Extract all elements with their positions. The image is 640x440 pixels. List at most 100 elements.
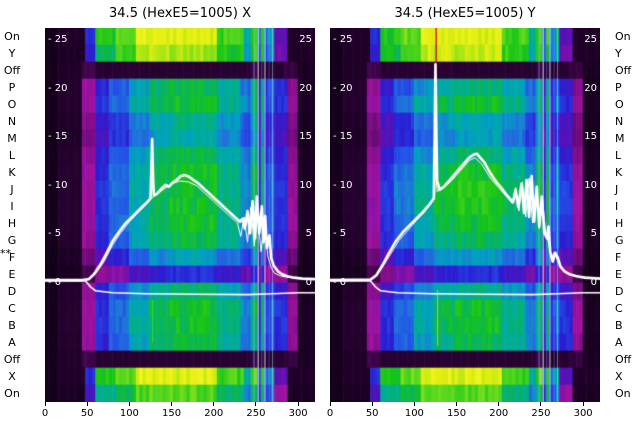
x-tick-mark	[86, 402, 88, 406]
channel-label-right-3: P	[615, 80, 622, 94]
y-tick-label-right: 5	[305, 228, 312, 240]
channel-label-right-6: M	[615, 131, 625, 145]
x-tick-label: 150	[447, 408, 467, 419]
channel-label-right-9: J	[615, 182, 619, 196]
channel-label-right-15: D	[615, 284, 624, 298]
channel-label-right-0: On	[615, 29, 631, 43]
y-tick-label-right: 10	[299, 179, 312, 191]
x-tick-mark	[297, 402, 299, 406]
y-tick-label-left: - 25	[48, 34, 68, 45]
plot-title-left: 34.5 (HexE5=1005) X	[109, 6, 251, 21]
channel-label-left-16: C	[8, 301, 16, 315]
channel-label-right-4: O	[615, 97, 624, 111]
x-tick-mark	[498, 402, 500, 406]
channel-label-right-18: A	[615, 335, 623, 349]
y-tick-label-left: - 10	[333, 179, 353, 191]
channel-label-right-12: G	[615, 233, 624, 247]
channel-label-right-21: On	[615, 386, 631, 400]
y-tick-label-left: - 15	[48, 131, 68, 143]
channel-label-right-2: Off	[615, 63, 632, 77]
channel-label-right-13: F	[615, 250, 622, 264]
channel-label-right-5: N	[615, 114, 624, 128]
x-tick-label: 100	[404, 408, 424, 419]
channel-label-left-3: P	[8, 80, 16, 94]
x-tick-label: 100	[119, 408, 139, 419]
channel-label-left-0: On	[4, 29, 20, 43]
channel-label-right-8: K	[615, 165, 623, 179]
x-tick-label: 300	[288, 408, 308, 419]
x-tick-label: 250	[246, 408, 266, 419]
channel-label-right-16: C	[615, 301, 623, 315]
channel-label-right-10: I	[615, 199, 619, 213]
channel-label-right-1: Y	[615, 46, 622, 60]
channel-label-left-1: Y	[8, 46, 16, 60]
x-tick-label: 0	[41, 408, 49, 419]
channel-label-left-5: N	[7, 114, 17, 128]
y-tick-label-left: - 0	[48, 277, 62, 288]
x-tick-mark	[456, 402, 458, 406]
channel-label-right-14: E	[615, 267, 622, 281]
channel-label-left-11: H	[7, 216, 17, 230]
channel-label-right-17: B	[615, 318, 623, 332]
y-tick-label-right: 20	[299, 82, 312, 94]
heatmap-plot-left	[45, 28, 315, 402]
y-tick-label-left: - 25	[333, 34, 353, 45]
channel-label-right-19: Off	[615, 352, 632, 366]
channel-label-right-7: L	[615, 148, 622, 162]
x-tick-mark	[329, 402, 331, 406]
channel-label-left-6: M	[7, 131, 17, 145]
x-tick-label: 250	[531, 408, 551, 419]
channel-label-left-14: E	[8, 267, 16, 281]
x-tick-mark	[371, 402, 373, 406]
channel-label-left-12: G	[7, 233, 17, 247]
x-tick-mark	[413, 402, 415, 406]
channel-label-left-10: I	[10, 199, 14, 213]
y-tick-label-left: - 15	[333, 131, 353, 143]
plot-title-right: 34.5 (HexE5=1005) Y	[394, 6, 536, 21]
channel-label-left-7: L	[8, 148, 16, 162]
x-tick-label: 300	[573, 408, 593, 419]
channel-label-left-17: B	[8, 318, 16, 332]
x-tick-mark	[255, 402, 257, 406]
y-tick-label-left: - 20	[48, 82, 68, 94]
x-tick-label: 200	[489, 408, 509, 419]
x-tick-mark	[128, 402, 130, 406]
y-tick-label-right: 15	[299, 131, 312, 143]
y-tick-label-left: - 20	[333, 82, 353, 94]
y-tick-label-right: 5	[590, 228, 597, 240]
channel-label-left-13: F	[8, 250, 16, 264]
channel-label-left-18: A	[8, 335, 16, 349]
y-tick-label-left: - 10	[48, 179, 68, 191]
y-tick-label-right: 20	[584, 82, 597, 94]
channel-label-left-9: J	[10, 182, 14, 196]
y-tick-label-left: - 5	[333, 228, 347, 240]
x-tick-label: 50	[365, 408, 379, 419]
channel-label-left-20: X	[8, 369, 16, 383]
channel-label-left-19: Off	[3, 352, 21, 366]
channel-label-left-2: Off	[3, 63, 21, 77]
channel-label-right-11: H	[615, 216, 624, 230]
x-tick-mark	[44, 402, 46, 406]
channel-label-right-20: X	[615, 369, 623, 383]
y-tick-label-right: 25	[584, 34, 597, 45]
y-tick-label-left: - 0	[333, 277, 347, 288]
x-tick-mark	[213, 402, 215, 406]
channel-label-left-15: D	[7, 284, 17, 298]
channel-label-left-8: K	[8, 165, 16, 179]
x-tick-mark	[540, 402, 542, 406]
y-tick-label-right: 10	[584, 179, 597, 191]
y-tick-label-right: 0	[305, 277, 312, 288]
y-tick-label-left: - 5	[48, 228, 62, 240]
star-marker: **	[0, 247, 11, 260]
y-tick-label-right: 0	[590, 277, 597, 288]
x-tick-label: 150	[162, 408, 182, 419]
x-tick-mark	[582, 402, 584, 406]
heatmap-plot-right	[330, 28, 600, 402]
y-tick-label-right: 25	[299, 34, 312, 45]
x-tick-mark	[171, 402, 173, 406]
channel-label-left-4: O	[7, 97, 17, 111]
x-tick-label: 200	[204, 408, 224, 419]
x-tick-label: 50	[80, 408, 94, 419]
y-tick-label-right: 15	[584, 131, 597, 143]
channel-label-left-21: On	[4, 386, 20, 400]
